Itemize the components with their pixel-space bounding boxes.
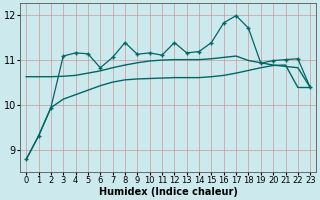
X-axis label: Humidex (Indice chaleur): Humidex (Indice chaleur) [99, 187, 238, 197]
